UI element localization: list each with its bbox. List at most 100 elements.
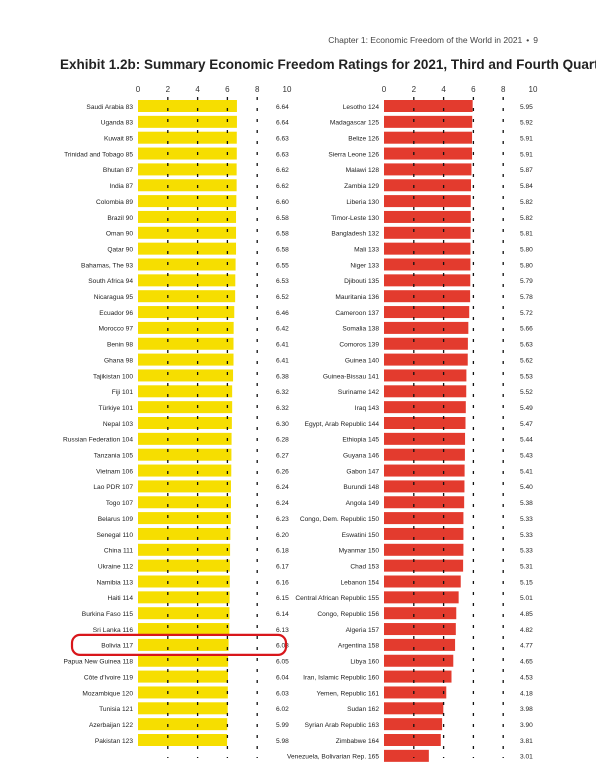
q4-value-label: 3.98 <box>520 706 533 713</box>
q4-bar <box>384 512 464 525</box>
q4-bar <box>384 321 469 334</box>
q3-bar <box>138 401 233 414</box>
q3-bar <box>138 512 231 525</box>
q4-country-name: Malawi <box>346 167 368 174</box>
q4-bar <box>384 115 473 128</box>
q3-bar <box>138 337 234 350</box>
q4-rank: 126 <box>368 151 379 158</box>
q3-category-label: Benin 98 <box>107 342 133 349</box>
q3-country-name: Trinidad and Tobago <box>64 151 126 158</box>
q4-value-label: 5.92 <box>520 120 533 127</box>
q3-bar <box>138 543 231 556</box>
q3-bar <box>138 702 228 715</box>
q3-bar <box>138 607 230 620</box>
q3-country-name: Ecuador <box>99 310 125 317</box>
q3-category-label: Brazil 90 <box>107 215 133 222</box>
q4-value-label: 4.53 <box>520 674 533 681</box>
q3-category-label: Colombia 89 <box>96 199 133 206</box>
q4-rank: 162 <box>368 706 379 713</box>
q3-bar <box>138 496 231 509</box>
q4-category-label: Madagascar 125 <box>330 120 379 127</box>
q4-rank: 153 <box>368 563 379 570</box>
q4-rank: 147 <box>368 468 379 475</box>
q3-bar <box>138 670 228 683</box>
q4-country-name: Guinea <box>345 357 368 364</box>
q3-country-name: Sri Lanka <box>93 627 123 634</box>
q4-country-name: Ethiopia <box>342 437 368 444</box>
q4-bar <box>384 163 472 176</box>
q3-category-label: Azerbaijan 122 <box>89 722 133 729</box>
page-header: Chapter 1: Economic Freedom of the World… <box>328 35 538 45</box>
q3-value-label: 6.62 <box>276 183 289 190</box>
q4-bar <box>384 654 454 667</box>
q4-value-label: 5.52 <box>520 389 533 396</box>
q4-rank: 140 <box>368 357 379 364</box>
q4-value-label: 5.44 <box>520 437 533 444</box>
q4-bar <box>384 226 471 239</box>
q4-bar <box>384 147 473 160</box>
q4-bar <box>384 306 470 319</box>
q3-country-name: Namibia <box>96 579 122 586</box>
q3-rank: 94 <box>126 278 134 285</box>
q3-category-label: Tunisia 121 <box>99 706 133 713</box>
q3-rank: 110 <box>122 532 133 539</box>
q3-rank: 105 <box>122 453 133 460</box>
q3-value-label: 6.60 <box>276 199 289 206</box>
q3-country-name: China <box>104 548 123 555</box>
q3-bar <box>138 290 236 303</box>
q4-category-label: Niger 133 <box>350 262 379 269</box>
q3-tick-label: 10 <box>283 85 292 94</box>
q3-country-name: Tanzania <box>94 453 122 460</box>
q3-country-name: Tajikistan <box>93 373 122 380</box>
q3-rank: 98 <box>126 342 134 349</box>
q3-country-name: Benin <box>107 342 126 349</box>
q4-bar <box>384 417 466 429</box>
q3-value-label: 5.98 <box>276 738 289 745</box>
q3-bar <box>138 163 237 176</box>
q4-bar <box>384 432 466 445</box>
q3-category-label: Sri Lanka 116 <box>93 627 134 634</box>
q4-country-name: Syrian Arab Republic <box>305 722 368 729</box>
q3-bar <box>138 385 233 398</box>
q3-category-label: Fiji 101 <box>112 389 134 396</box>
q3-tick-label: 4 <box>195 85 200 94</box>
q4-rank: 141 <box>368 373 379 380</box>
q4-rank: 146 <box>368 453 379 460</box>
q4-category-label: Cameroon 137 <box>335 310 379 317</box>
q4-value-label: 5.84 <box>520 183 533 190</box>
q4-category-label: Iraq 143 <box>355 405 380 412</box>
q4-value-label: 3.81 <box>520 738 533 745</box>
q4-category-label: Somalia 138 <box>342 326 379 333</box>
q4-rank: 139 <box>368 342 379 349</box>
q4-rank: 126 <box>368 136 379 143</box>
q3-value-label: 6.32 <box>276 389 289 396</box>
q4-value-label: 5.62 <box>520 357 533 364</box>
q3-bar <box>138 242 237 255</box>
q3-rank: 116 <box>122 627 133 634</box>
q4-rank: 160 <box>368 674 379 681</box>
q3-country-name: Pakistan <box>95 738 122 745</box>
q4-value-label: 3.90 <box>520 722 533 729</box>
q3-value-label: 6.58 <box>276 215 289 222</box>
q4-country-name: Madagascar <box>330 120 368 127</box>
q4-country-name: Mauritania <box>335 294 368 301</box>
q4-rank: 150 <box>368 516 379 523</box>
q3-rank: 101 <box>122 389 133 396</box>
q3-value-label: 6.02 <box>276 706 289 713</box>
q4-country-name: Niger <box>350 262 368 269</box>
q3-country-name: Morocco <box>99 326 126 333</box>
q3-bar <box>138 686 228 699</box>
exhibit-title: Exhibit 1.2b: Summary Economic Freedom R… <box>60 57 596 72</box>
q3-value-label: 6.16 <box>276 579 289 586</box>
q4-category-label: Djibouti 135 <box>344 278 379 285</box>
q3-category-label: India 87 <box>110 183 134 190</box>
q3-country-name: Oman <box>106 231 126 238</box>
q4-country-name: Central African Republic <box>295 595 368 602</box>
q4-country-name: Zimbabwe <box>336 738 368 745</box>
q4-category-label: Ethiopia 145 <box>342 437 379 444</box>
q3-value-label: 6.52 <box>276 294 289 301</box>
q4-category-label: Venezuela, Bolivarian Rep. 165 <box>287 754 379 761</box>
q4-category-label: Central African Republic 155 <box>295 595 379 602</box>
q3-rank: 121 <box>122 706 133 713</box>
q3-bar <box>138 115 237 128</box>
